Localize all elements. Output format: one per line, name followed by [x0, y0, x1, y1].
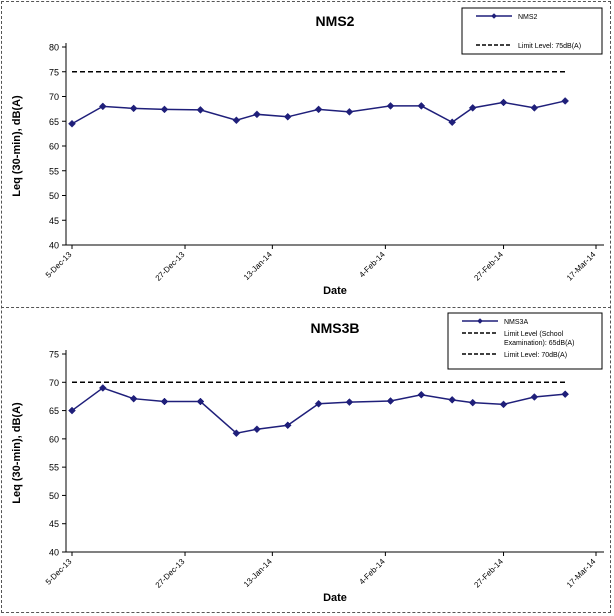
- data-point: [345, 107, 354, 116]
- data-point: [561, 97, 570, 105]
- y-tick-label: 45: [49, 216, 59, 226]
- legend-entry-label: Examination): 65dB(A): [504, 340, 574, 347]
- data-point: [196, 106, 205, 114]
- legend-entry-label: NMS2: [518, 14, 538, 21]
- legend-entry-label: NMS3A: [504, 319, 528, 326]
- legend-entry-label: Limit Level: 70dB(A): [504, 352, 567, 359]
- y-tick-label: 45: [49, 519, 59, 529]
- y-tick-label: 70: [49, 92, 59, 102]
- y-tick-label: 55: [49, 166, 59, 176]
- y-tick-label: 80: [49, 43, 59, 53]
- data-point: [314, 399, 323, 408]
- y-tick-label: 55: [49, 463, 59, 473]
- x-tick-label: 17-Mar-14: [565, 557, 598, 590]
- data-point: [68, 406, 76, 415]
- x-tick-label: 17-Mar-14: [565, 250, 598, 283]
- y-tick-label: 65: [49, 406, 59, 416]
- data-point: [499, 98, 508, 107]
- x-axis-label: Date: [323, 285, 347, 297]
- data-point: [98, 384, 107, 392]
- chart-divider: [1, 307, 611, 308]
- data-point: [530, 393, 539, 401]
- y-tick-label: 75: [49, 67, 59, 77]
- legend-entry-label: Limit Level: 75dB(A): [518, 43, 581, 50]
- data-point: [129, 104, 138, 113]
- data-point: [561, 390, 570, 399]
- legend-swatch-marker: [477, 318, 483, 324]
- data-point: [448, 118, 457, 127]
- y-axis-label: Leq (30-min), dB(A): [11, 402, 23, 504]
- data-point: [314, 105, 323, 114]
- x-tick-label: 13-Jan-14: [242, 557, 274, 589]
- x-tick-label: 27-Dec-13: [154, 250, 187, 283]
- x-tick-label: 4-Feb-14: [357, 250, 387, 280]
- data-point: [530, 104, 539, 112]
- y-tick-label: 75: [49, 350, 59, 360]
- data-point: [129, 394, 138, 403]
- y-tick-label: 40: [49, 241, 59, 251]
- data-point: [283, 421, 292, 430]
- legend-box: [447, 312, 603, 370]
- chart-title: NMS3B: [310, 320, 359, 336]
- data-point: [386, 102, 395, 110]
- data-point: [98, 102, 107, 111]
- legend-swatch-marker: [491, 13, 497, 19]
- data-point: [345, 398, 354, 406]
- y-axis-label: Leq (30-min), dB(A): [11, 95, 23, 197]
- y-tick-label: 50: [49, 491, 59, 501]
- data-point: [196, 397, 205, 406]
- nms3b-chart: NMS3B 40 45 50 55 60 65 70 75 5-Dec-13 27-Dec-13 13…: [11, 312, 604, 604]
- nms2-chart: NMS2 40 45 50 55 60 65 70 75 80 5-Dec-13 27-Dec-13 1…: [11, 7, 604, 297]
- chart-panel-nms2: NMS2 40 45 50 55 60 65 70 75 80 5-Dec-13 27-Dec-13 1…: [2, 2, 610, 306]
- legend-entry-label: Limit Level (School: [504, 331, 564, 338]
- data-point: [253, 425, 261, 434]
- data-point: [232, 116, 241, 125]
- y-tick-label: 60: [49, 142, 59, 152]
- x-axis-label: Date: [323, 592, 347, 604]
- chart-title: NMS2: [316, 13, 355, 29]
- data-point: [253, 110, 261, 119]
- data-point: [283, 112, 292, 121]
- y-tick-label: 60: [49, 434, 59, 444]
- x-tick-label: 27-Dec-13: [154, 557, 187, 590]
- data-point: [160, 105, 169, 114]
- data-point: [232, 429, 241, 438]
- x-tick-label: 5-Dec-13: [44, 557, 74, 587]
- x-tick-label: 13-Jan-14: [242, 250, 274, 282]
- x-tick-label: 5-Dec-13: [44, 250, 74, 280]
- y-tick-label: 50: [49, 191, 59, 201]
- data-point: [417, 390, 426, 399]
- series-line: [71, 387, 566, 435]
- data-point: [386, 397, 395, 405]
- y-tick-label: 65: [49, 117, 59, 127]
- chart-panel-nms3b: NMS3B 40 45 50 55 60 65 70 75 5-Dec-13 27-Dec-13 13…: [2, 309, 610, 613]
- data-point: [468, 104, 477, 112]
- data-point: [417, 102, 426, 110]
- x-tick-label: 27-Feb-14: [472, 250, 505, 283]
- y-tick-label: 70: [49, 378, 59, 388]
- data-point: [448, 395, 457, 404]
- data-point: [68, 119, 76, 128]
- y-tick-label: 40: [49, 548, 59, 558]
- x-tick-label: 4-Feb-14: [357, 557, 387, 587]
- data-point: [499, 400, 508, 409]
- data-point: [468, 398, 477, 407]
- x-tick-label: 27-Feb-14: [472, 557, 505, 590]
- data-point: [160, 397, 169, 406]
